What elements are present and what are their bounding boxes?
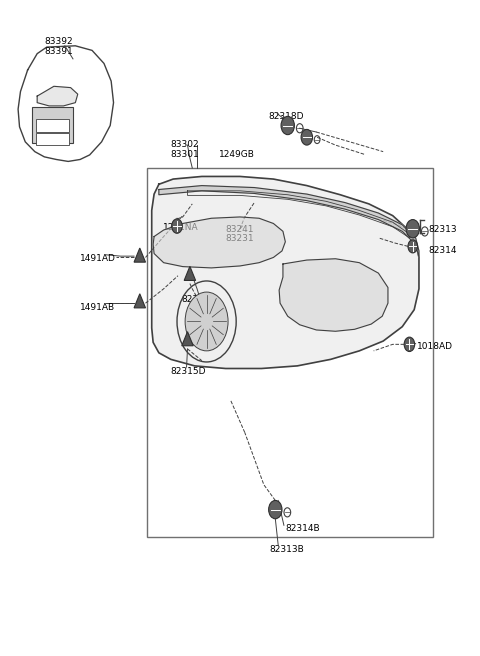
Polygon shape — [184, 266, 196, 281]
Text: 82315A: 82315A — [182, 295, 216, 304]
Text: 1249GB: 1249GB — [218, 150, 254, 159]
Circle shape — [406, 220, 420, 238]
Text: 1018AD: 1018AD — [417, 342, 453, 352]
Circle shape — [269, 501, 282, 519]
Polygon shape — [134, 294, 145, 308]
Polygon shape — [159, 186, 419, 257]
Text: 82313: 82313 — [429, 225, 457, 234]
Polygon shape — [18, 46, 114, 161]
Polygon shape — [182, 332, 193, 346]
Circle shape — [185, 292, 228, 351]
Polygon shape — [279, 258, 388, 331]
FancyBboxPatch shape — [36, 133, 69, 145]
Text: 1491AB: 1491AB — [80, 303, 115, 312]
Text: 82314B: 82314B — [286, 524, 321, 533]
Polygon shape — [37, 87, 78, 106]
FancyBboxPatch shape — [147, 168, 433, 537]
FancyBboxPatch shape — [33, 107, 73, 143]
Circle shape — [172, 219, 182, 234]
Text: 83241
83231: 83241 83231 — [226, 225, 254, 243]
Text: 1491AD: 1491AD — [80, 253, 116, 262]
Circle shape — [301, 129, 312, 145]
Polygon shape — [134, 248, 145, 262]
Text: 82318D: 82318D — [269, 112, 304, 121]
Text: 82315D: 82315D — [171, 367, 206, 376]
Text: 82314: 82314 — [429, 246, 457, 255]
FancyBboxPatch shape — [36, 119, 69, 132]
Text: 83392
83391: 83392 83391 — [44, 37, 73, 56]
Circle shape — [281, 116, 294, 134]
Circle shape — [408, 240, 418, 253]
Polygon shape — [152, 176, 419, 369]
Polygon shape — [153, 217, 285, 268]
Text: 82313B: 82313B — [270, 545, 304, 554]
Text: 1241NA: 1241NA — [163, 224, 198, 232]
Circle shape — [404, 337, 415, 352]
Text: 83302
83301: 83302 83301 — [171, 140, 200, 159]
